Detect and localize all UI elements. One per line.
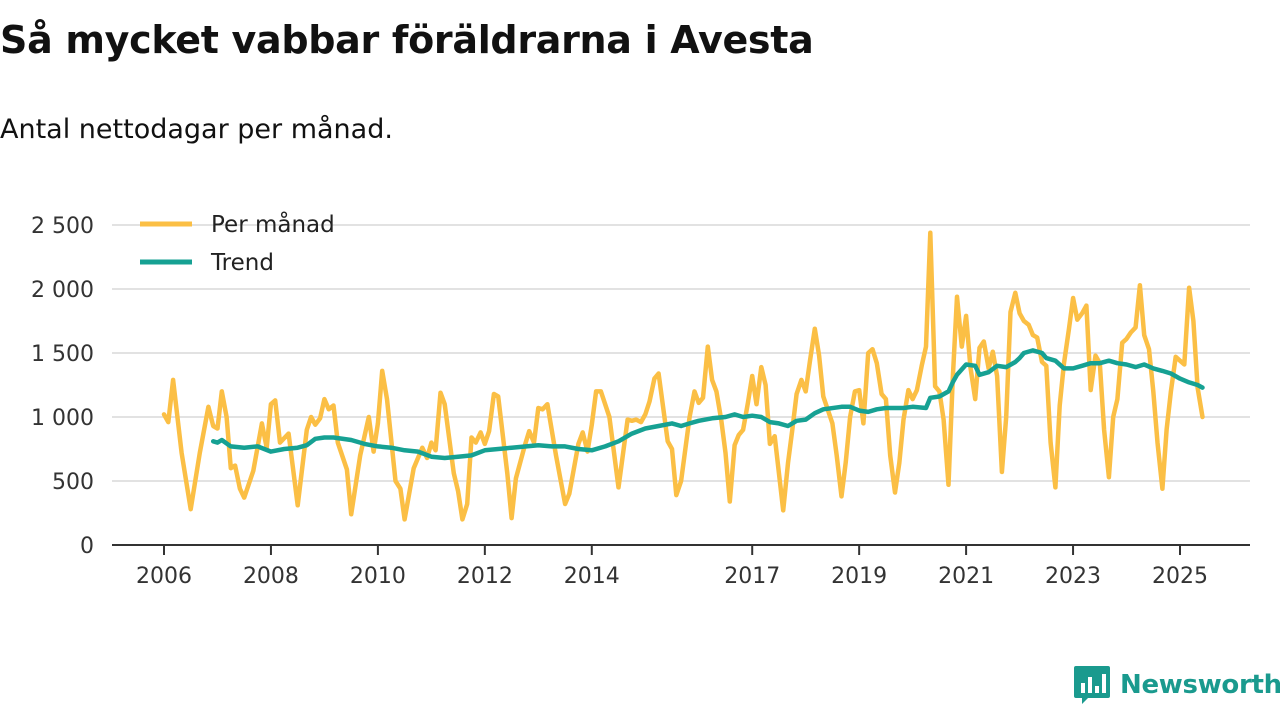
x-tick-label: 2019 bbox=[831, 564, 887, 589]
chart-subtitle: Antal nettodagar per månad. bbox=[0, 114, 393, 145]
y-axis-ticks: 0 500 1 000 1 500 2 000 2 500 bbox=[31, 214, 94, 559]
x-tick-label: 2025 bbox=[1152, 564, 1208, 589]
x-tick-label: 2021 bbox=[938, 564, 994, 589]
x-tick-label: 2012 bbox=[457, 564, 513, 589]
line-chart: 0 500 1 000 1 500 2 000 2 500 2006 2008 2010 201… bbox=[31, 210, 1250, 589]
legend: Per månad Trend bbox=[140, 210, 335, 276]
series-layer bbox=[161, 230, 1205, 522]
y-tick-label: 500 bbox=[52, 470, 94, 495]
y-tick-label: 0 bbox=[80, 534, 94, 559]
series-line-trend bbox=[210, 348, 1205, 461]
newsworthy-logo-icon bbox=[1074, 666, 1110, 704]
x-tick-label: 2023 bbox=[1045, 564, 1101, 589]
x-tick-label: 2010 bbox=[350, 564, 406, 589]
x-tick-label: 2008 bbox=[243, 564, 299, 589]
series-line-per-manad bbox=[161, 230, 1205, 522]
y-tick-label: 2 000 bbox=[31, 278, 94, 303]
x-axis: 2006 2008 2010 2012 2014 2017 2019 2021 2023 2025 bbox=[112, 544, 1250, 589]
y-tick-label: 1 500 bbox=[31, 342, 94, 367]
legend-label: Trend bbox=[210, 250, 274, 276]
brand-footer: Newsworthy bbox=[1074, 666, 1280, 704]
x-tick-label: 2014 bbox=[564, 564, 620, 589]
brand-name: Newsworthy bbox=[1120, 670, 1280, 700]
x-tick-label: 2017 bbox=[724, 564, 780, 589]
legend-label: Per månad bbox=[211, 210, 335, 238]
y-tick-label: 2 500 bbox=[31, 214, 94, 239]
x-tick-label: 2006 bbox=[136, 564, 192, 589]
y-tick-label: 1 000 bbox=[31, 406, 94, 431]
chart-title: Så mycket vabbar föräldrarna i Avesta bbox=[0, 18, 814, 62]
